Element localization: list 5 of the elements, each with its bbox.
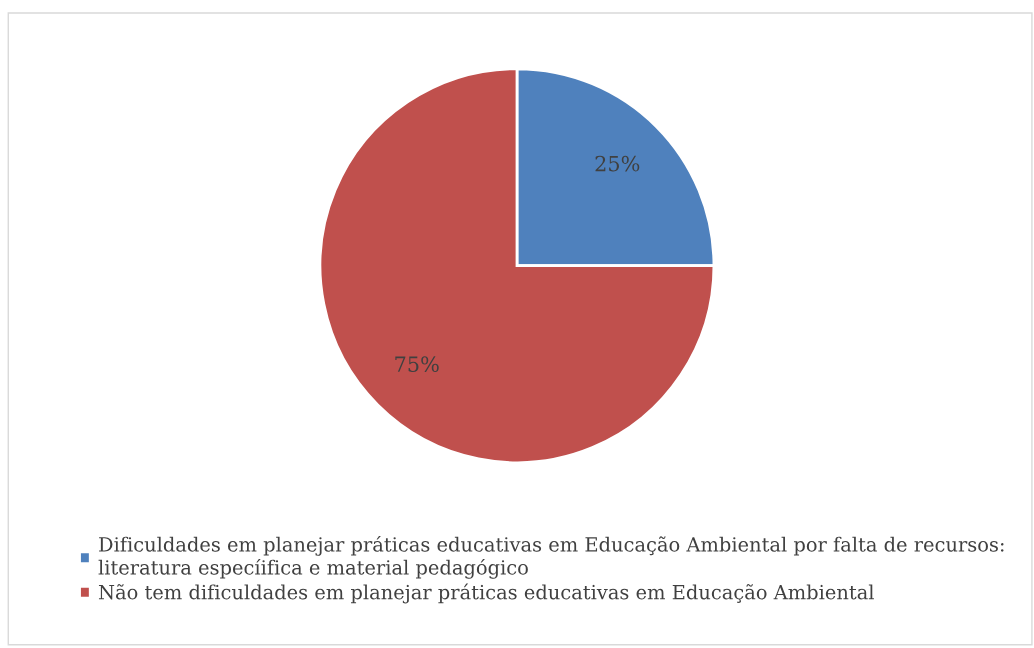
data-label: 25% — [595, 155, 640, 172]
legend-label: Dificuldades em planejar práticas educativas em Educação Ambiental por falta de recursos: literatura especíifica e material pedagógico — [98, 535, 1004, 579]
data-label: 75% — [395, 356, 439, 372]
pie-slice — [318, 67, 716, 465]
legend-label: Não tem dificuldades em planejar práticas educativas em Educação Ambiental — [98, 583, 874, 604]
